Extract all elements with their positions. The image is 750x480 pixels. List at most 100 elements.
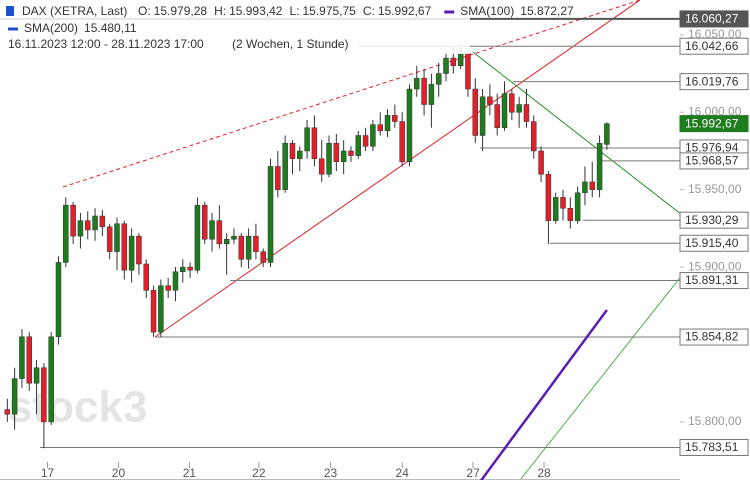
x-tick-label: 27 [466, 466, 480, 480]
candle-body [238, 235, 245, 260]
candle-body [304, 127, 310, 152]
candle-body [194, 204, 201, 271]
candle-body [77, 220, 84, 237]
candle-body [516, 104, 522, 113]
candle-body [596, 142, 603, 190]
candle-body [33, 367, 40, 384]
candle-body [428, 84, 435, 105]
level-label: 15.783,51 [685, 440, 739, 454]
candle-body [260, 251, 266, 263]
candle-body [414, 77, 420, 90]
trendline [62, 0, 641, 188]
candle-body [187, 266, 193, 271]
candle-body [384, 115, 391, 132]
ohlc-label: O: [138, 4, 151, 18]
level-label: 15.976,94 [685, 141, 739, 155]
level-box [679, 438, 749, 456]
interval: (2 Wochen, 1 Stunde) [232, 37, 349, 51]
candle-body [99, 215, 106, 228]
ohlc-value: 15.979,28 [154, 4, 208, 18]
candle-body [128, 235, 135, 271]
instrument-icon [6, 6, 14, 16]
candle-body [48, 336, 54, 423]
candle-body [399, 121, 405, 163]
candle-body [121, 223, 128, 271]
ohlc-value: 15.992,67 [378, 4, 432, 18]
candle-body [523, 104, 530, 122]
period: 16.11.2023 12:00 - 28.11.2023 17:00 [8, 37, 204, 51]
candle-body [26, 336, 32, 384]
candle-body [136, 235, 142, 265]
candle-body [201, 204, 208, 240]
level-label: 15.930,29 [685, 213, 739, 227]
candle-body [509, 93, 515, 113]
candle-body [4, 409, 11, 415]
x-tick-label: 28 [537, 466, 551, 480]
candle-body [589, 181, 596, 190]
candle-body [289, 142, 296, 159]
level-label: 15.854,82 [685, 330, 739, 344]
candle-body [574, 192, 581, 221]
plot-layer: 15.800,00 15.900,00 15.950,00 16.000,00 16.0… [0, 10, 749, 480]
candle-body [55, 262, 62, 338]
candle-body [545, 173, 552, 221]
ohlc-label: C: [363, 4, 375, 18]
candle-body [209, 220, 215, 240]
candle-body [392, 115, 398, 122]
candle-body [362, 135, 369, 147]
candle-body [297, 150, 303, 159]
level-box [679, 37, 749, 55]
candle-body [253, 235, 259, 252]
level-box [679, 272, 749, 290]
candle-body [450, 57, 457, 67]
candle-body [41, 367, 47, 423]
x-tick-label: 21 [183, 466, 197, 480]
indicator-line [479, 309, 608, 480]
y-tick-label: 15.800,00 [688, 414, 742, 428]
candle-body [216, 220, 223, 245]
x-tick-label: 17 [41, 466, 55, 480]
legend-value: 15.480,11 [84, 21, 137, 35]
trendline [519, 276, 680, 480]
candle-body [143, 263, 149, 291]
candle-body [421, 77, 427, 105]
candle-body [531, 121, 537, 152]
candle-body [472, 88, 479, 136]
ohlc-label: H: [214, 4, 226, 18]
level-label: 15.968,57 [685, 154, 739, 168]
candle-body [348, 150, 354, 156]
candle-body [150, 290, 157, 333]
instrument: DAX (XETRA, Last) [22, 4, 127, 18]
candle-body [552, 197, 559, 221]
level-label: 16.060,27 [685, 12, 739, 26]
candle-body [370, 124, 376, 147]
level-box [679, 234, 749, 252]
y-tick-label: 16.000,00 [688, 104, 742, 118]
y-tick-label: 15.950,00 [688, 182, 742, 196]
candle-body [487, 96, 493, 105]
header-bg [0, 0, 470, 54]
legend-name: SMA(100) [460, 4, 514, 18]
legend-name: SMA(200) [24, 21, 78, 35]
background: stock3 [8, 383, 147, 432]
candle-body [165, 285, 171, 291]
candle-body [443, 57, 449, 74]
candle-body [11, 378, 18, 415]
candle-body [245, 235, 252, 260]
candle-body [158, 285, 164, 333]
candle-body [282, 142, 288, 190]
x-tick-label: 22 [252, 466, 266, 480]
candle-body [501, 93, 508, 128]
level-label: 15.915,40 [685, 236, 739, 250]
level-label: 16.019,76 [685, 74, 739, 88]
y-tick-label: 15.900,00 [688, 259, 742, 273]
candle-body [604, 123, 610, 145]
x-tick-label: 23 [324, 466, 338, 480]
candle-body [70, 204, 76, 237]
ohlc-label: L: [289, 4, 299, 18]
candle-body [92, 215, 98, 231]
candle-body [355, 135, 362, 156]
candle-body [538, 150, 544, 175]
